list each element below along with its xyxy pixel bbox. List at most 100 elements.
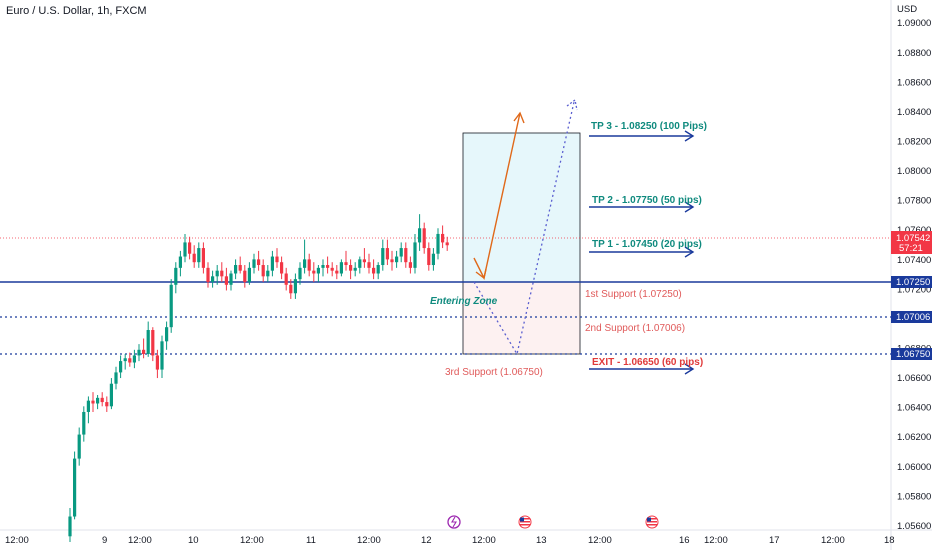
- x-tick: 12:00: [357, 535, 381, 546]
- candle-body: [418, 228, 422, 243]
- currency-label: USD: [897, 4, 917, 15]
- support-label-3: 3rd Support (1.06750): [445, 367, 543, 378]
- y-tick: 1.06200: [897, 432, 931, 443]
- candle-body: [132, 355, 136, 363]
- candle-body: [339, 262, 343, 274]
- candle-body: [243, 270, 247, 282]
- candle-body: [234, 265, 238, 274]
- candle-body: [114, 372, 118, 384]
- candle-body: [408, 262, 412, 268]
- candle-body: [390, 259, 394, 263]
- candle-body: [316, 267, 320, 274]
- candle-body: [413, 242, 417, 268]
- candle-body: [105, 402, 109, 407]
- candle-body: [77, 434, 81, 459]
- x-tick: 12:00: [588, 535, 612, 546]
- y-tick: 1.08200: [897, 137, 931, 148]
- x-tick: 12: [421, 535, 432, 546]
- candle-body: [183, 242, 187, 257]
- us-flag-event-icon[interactable]: [518, 515, 532, 529]
- y-tick: 1.05600: [897, 521, 931, 532]
- orange-arrowhead-low: [475, 268, 487, 280]
- support-label-1: 1st Support (1.07250): [585, 289, 682, 300]
- candle-body: [174, 267, 178, 285]
- loss-zone-box: [462, 281, 581, 355]
- candle-body: [326, 265, 330, 268]
- level-badge-3: [891, 348, 932, 360]
- candle-body: [344, 262, 348, 266]
- candle-body: [206, 267, 210, 282]
- candle-body: [293, 279, 297, 294]
- current-price-badge: [891, 231, 932, 254]
- candle-body: [160, 341, 164, 370]
- candle-body: [123, 358, 127, 362]
- exit-arrow: [589, 363, 695, 375]
- candle-body: [284, 273, 288, 285]
- y-tick: 1.08000: [897, 166, 931, 177]
- tp2-label: TP 2 - 1.07750 (50 pips): [592, 195, 702, 206]
- candle-body: [330, 267, 334, 271]
- y-tick: 1.07800: [897, 196, 931, 207]
- candle-body: [68, 516, 72, 537]
- candle-body: [146, 330, 150, 355]
- candle-body: [96, 397, 100, 404]
- y-tick: 1.08400: [897, 107, 931, 118]
- candle-body: [312, 270, 316, 274]
- candle-body: [165, 327, 169, 342]
- candle-body: [169, 284, 173, 328]
- candle-body: [238, 265, 242, 271]
- x-tick: 12:00: [240, 535, 264, 546]
- candle-body: [436, 233, 440, 254]
- candle-body: [395, 256, 399, 263]
- candle-body: [303, 259, 307, 268]
- candle-body: [358, 259, 362, 268]
- candle-body: [261, 265, 265, 277]
- x-tick: 18: [884, 535, 895, 546]
- x-tick: 10: [188, 535, 199, 546]
- candle-body: [257, 259, 261, 266]
- level-badge-2-value: 1.07006: [896, 312, 930, 323]
- y-tick: 1.07200: [897, 284, 931, 295]
- y-tick: 1.08600: [897, 77, 931, 88]
- orange-arrowhead-high: [513, 111, 525, 124]
- tp3-label: TP 3 - 1.08250 (100 Pips): [591, 121, 707, 132]
- support-label-2: 2nd Support (1.07006): [585, 323, 685, 334]
- candle-body: [215, 270, 219, 277]
- candle-body: [445, 242, 449, 246]
- candle-body: [307, 259, 311, 271]
- y-tick: 1.09000: [897, 18, 931, 29]
- candlestick-series: [68, 214, 449, 542]
- current-price-value: 1.07542: [896, 233, 930, 244]
- x-tick: 12:00: [472, 535, 496, 546]
- candle-body: [178, 256, 182, 268]
- dotted-path-arrow: [473, 101, 575, 356]
- candle-body: [197, 248, 201, 263]
- level-badge-1: [891, 276, 932, 288]
- candle-body: [109, 383, 113, 407]
- x-tick: 16: [679, 535, 690, 546]
- lightning-event-icon[interactable]: [447, 515, 461, 529]
- candle-body: [151, 330, 155, 356]
- candle-body: [289, 284, 293, 294]
- candle-body: [335, 270, 339, 274]
- candle-body: [280, 262, 284, 274]
- candle-body: [372, 267, 376, 274]
- y-tick: 1.07600: [897, 225, 931, 236]
- profit-zone-box: [462, 132, 581, 283]
- tp1-label: TP 1 - 1.07450 (20 pips): [592, 239, 702, 250]
- candle-body: [298, 267, 302, 280]
- candle-body: [137, 349, 141, 356]
- candle-body: [192, 253, 196, 263]
- us-flag-event-icon[interactable]: [645, 515, 659, 529]
- candle-body: [362, 259, 366, 263]
- candle-body: [275, 256, 279, 263]
- candle-body: [321, 265, 325, 268]
- x-tick: 12:00: [821, 535, 845, 546]
- candle-body: [91, 400, 95, 404]
- candle-body: [399, 248, 403, 257]
- x-tick: 9: [102, 535, 107, 546]
- candle-body: [220, 270, 224, 277]
- dotted-arrowhead: [566, 98, 578, 111]
- x-tick: 12:00: [704, 535, 728, 546]
